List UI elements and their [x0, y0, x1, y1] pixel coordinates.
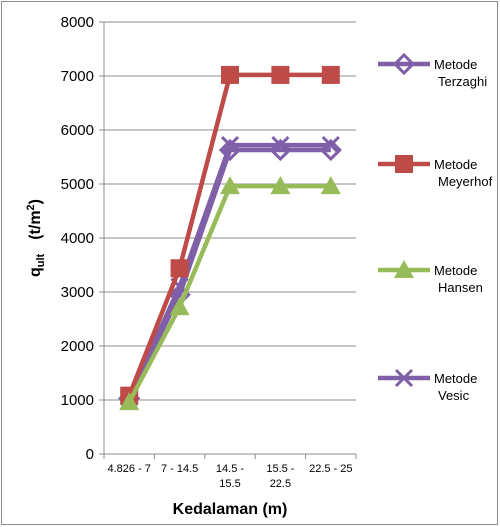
x-tick-label: 14.5 -15.5 — [216, 463, 244, 490]
legend-marker — [392, 52, 416, 76]
data-point — [319, 138, 342, 162]
legend-item: Metode Terzaghi — [378, 52, 487, 89]
data-point — [119, 392, 140, 411]
legend-item: Metode Hansen — [378, 260, 483, 295]
data-point — [221, 65, 239, 84]
y-tick-label: 1000 — [61, 392, 94, 409]
legend-item: Metode Meyerhof — [378, 155, 493, 189]
data-point — [321, 65, 340, 84]
y-tick-label: 6000 — [61, 122, 94, 139]
data-point — [271, 65, 290, 84]
x-tick-label: 7 - 14.5 — [161, 463, 198, 475]
y-tick-label: 3000 — [61, 284, 94, 301]
y-tick-label: 7000 — [61, 68, 94, 85]
x-tick-label: 4.826 - 7 — [107, 463, 150, 475]
data-point — [169, 297, 190, 316]
legend-marker — [394, 368, 414, 388]
data-point — [320, 176, 341, 195]
y-tick-label: 8000 — [61, 14, 94, 31]
data-point — [220, 176, 240, 195]
y-tick-label: 4000 — [61, 230, 94, 247]
y-axis-title: qult (t/m2) — [25, 199, 47, 277]
x-tick-label: 15.5 -22.5 — [266, 463, 294, 490]
y-axis-title-unit-sup: 2 — [25, 204, 37, 210]
legend-label: Metode Terzaghi — [434, 57, 487, 89]
y-axis-title-unit: (t/m — [27, 210, 44, 239]
legend-label: Metode Hansen — [434, 263, 483, 295]
legend-marker — [394, 260, 414, 278]
series-line — [127, 147, 331, 400]
y-axis-title-main: q — [27, 267, 44, 277]
series-line — [127, 183, 331, 404]
y-tick-label: 2000 — [61, 338, 94, 355]
data-point — [170, 259, 189, 278]
y-axis-title-unit-close: ) — [27, 199, 44, 204]
data-point — [270, 176, 291, 195]
legend-marker — [395, 155, 413, 173]
legend-label: Metode Meyerhof — [434, 157, 493, 189]
data-point — [218, 138, 242, 162]
x-axis-title: Kedalaman (m) — [173, 501, 288, 518]
y-axis-title-sub: ult — [35, 253, 47, 267]
legend-label: Metode Vesic — [434, 371, 477, 403]
y-tick-label: 0 — [86, 446, 94, 463]
y-tick-label: 5000 — [61, 176, 94, 193]
legend-item: Metode Vesic — [378, 368, 477, 403]
x-tick-label: 22.5 - 25 — [309, 463, 352, 475]
data-point — [269, 138, 292, 162]
